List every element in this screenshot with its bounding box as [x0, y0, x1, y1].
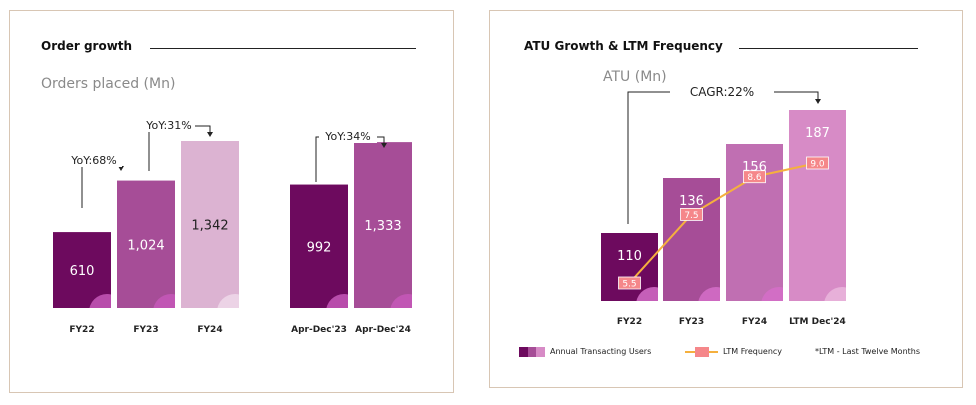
atu-title: ATU Growth & LTM Frequency [524, 39, 723, 53]
atu-value-label: 187 [805, 126, 830, 141]
orders-bar [181, 141, 239, 308]
orders-category-label: FY23 [133, 325, 158, 335]
legend-label-ltm: LTM Frequency [723, 347, 783, 356]
bar-corner-decoration [698, 287, 720, 301]
atu-category-label: FY22 [617, 317, 642, 327]
ltm-value-label: 7.5 [684, 211, 698, 221]
legend-swatch-dark [519, 347, 528, 357]
legend-marker [695, 347, 709, 357]
orders-bar [290, 184, 348, 308]
orders-category-label: FY24 [197, 325, 222, 335]
legend [519, 347, 718, 357]
ltm-marker [743, 170, 766, 184]
legend-note: *LTM - Last Twelve Months [815, 347, 921, 356]
atu-category-label: FY24 [742, 317, 767, 327]
orders-bar [354, 142, 412, 308]
orders-bar [117, 180, 175, 308]
bar-corner-decoration [326, 294, 348, 308]
bar-corner-decoration [89, 294, 111, 308]
atu-value-label: 136 [679, 194, 704, 209]
legend-swatch-mid [528, 347, 536, 357]
orders-category-label: Apr-Dec'24 [355, 325, 411, 335]
legend-swatch-light [536, 347, 545, 357]
bar-corner-decoration [390, 294, 412, 308]
bar-corner-decoration [824, 287, 846, 301]
ltm-marker [618, 276, 641, 290]
arrow-head [381, 143, 387, 148]
order-growth-title: Order growth [41, 39, 133, 53]
orders-subtitle: Orders placed (Mn) [41, 76, 176, 92]
atu-category-label: FY23 [679, 317, 704, 327]
ltm-value-label: 8.6 [747, 173, 762, 183]
yoy-bg [66, 153, 122, 167]
ltm-marker [680, 208, 703, 221]
bar-corner-decoration [636, 287, 658, 301]
cagr-arrow [815, 99, 821, 104]
orders-category-label: Apr-Dec'23 [291, 325, 347, 335]
atu-bar [726, 144, 783, 301]
atu-bar [789, 110, 846, 301]
atu-category-label: LTM Dec'24 [789, 317, 846, 327]
title-rule [150, 48, 416, 49]
yoy-label-dec24: YoY:34% [324, 130, 370, 143]
orders-value-label: 992 [307, 240, 332, 255]
yoy-arrows [118, 132, 387, 171]
title-rule [739, 48, 918, 49]
ltm-value-label: 9.0 [810, 160, 825, 170]
yoy-label-fy23: YoY:68% [70, 154, 116, 167]
cagr-bg [670, 84, 774, 99]
yoy-bg [143, 118, 195, 132]
ltm-marker [806, 156, 829, 170]
cagr-label: CAGR:22% [690, 85, 754, 99]
orders-value-label: 610 [70, 264, 95, 279]
atu-bar [663, 178, 720, 301]
bar-corner-decoration [153, 294, 175, 308]
bar-corner-decoration [761, 287, 783, 301]
orders-category-label: FY22 [69, 325, 94, 335]
ltm-value-label: 5.5 [622, 280, 636, 290]
orders-value-label: 1,024 [127, 238, 164, 253]
legend-label-atu: Annual Transacting Users [550, 347, 652, 356]
orders-value-label: 1,333 [364, 219, 401, 234]
arrow-head [207, 132, 213, 137]
orders-value-label: 1,342 [191, 219, 228, 234]
atu-subtitle: ATU (Mn) [603, 69, 667, 85]
atu-value-label: 110 [617, 249, 642, 264]
yoy-label-fy24: YoY:31% [145, 119, 191, 132]
ltm-frequency-line [628, 162, 818, 284]
arrow-head [118, 166, 124, 171]
yoy-bg [319, 129, 377, 143]
bar-corner-decoration [217, 294, 239, 308]
